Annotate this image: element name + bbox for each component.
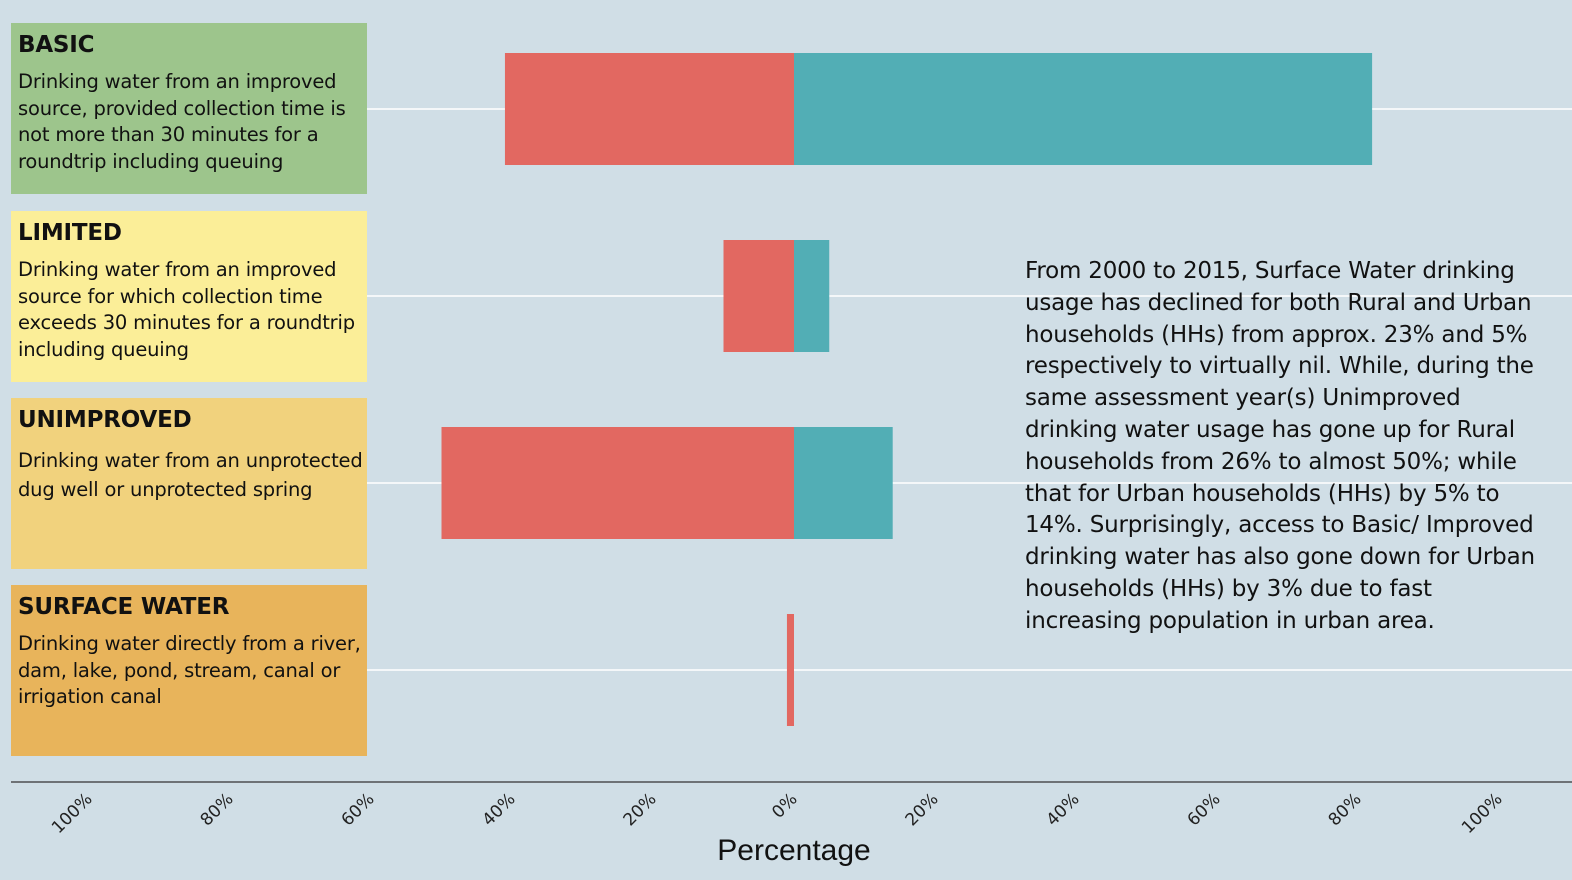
x-tick-label: 40% bbox=[479, 789, 520, 830]
bar-right-2 bbox=[794, 427, 893, 539]
x-tick-label: 0% bbox=[768, 789, 801, 822]
x-tick-label: 80% bbox=[1325, 789, 1366, 830]
category-title: BASIC bbox=[18, 32, 95, 58]
bar-left-1 bbox=[723, 240, 794, 352]
x-tick-label: 20% bbox=[902, 789, 943, 830]
category-description: Drinking water directly from a river, da… bbox=[18, 632, 361, 708]
category-title: SURFACE WATER bbox=[18, 594, 230, 620]
category-unimproved-box: UNIMPROVED Drinking water from an unprot… bbox=[11, 398, 367, 569]
bar-left-3 bbox=[786, 614, 794, 726]
bar-right-0 bbox=[794, 53, 1373, 165]
category-surface-water-box: SURFACE WATER Drinking water directly fr… bbox=[11, 585, 367, 756]
bar-right-1 bbox=[794, 240, 830, 352]
x-tick-label: 20% bbox=[620, 789, 661, 830]
x-tick-label: 60% bbox=[338, 789, 379, 830]
bars bbox=[441, 53, 1373, 726]
bar-left-0 bbox=[504, 53, 794, 165]
category-title: UNIMPROVED bbox=[18, 407, 192, 433]
category-basic-box: BASIC Drinking water from an improved so… bbox=[11, 23, 367, 194]
category-limited-box: LIMITED Drinking water from an improved … bbox=[11, 211, 367, 382]
x-tick-label: 100% bbox=[48, 789, 97, 838]
x-tick-label: 40% bbox=[1043, 789, 1084, 830]
x-tick-label: 100% bbox=[1458, 789, 1507, 838]
x-axis-label: Percentage bbox=[717, 834, 871, 867]
x-axis-ticks: 100% 80% 60% 40% 20% 0% 20% 40% 60% 80% 100% bbox=[48, 789, 1507, 838]
x-tick-label: 80% bbox=[197, 789, 238, 830]
category-title: LIMITED bbox=[18, 220, 122, 246]
annotation-text: From 2000 to 2015, Surface Water drinkin… bbox=[1025, 258, 1535, 634]
x-tick-label: 60% bbox=[1184, 789, 1225, 830]
category-description: Drinking water from an improved source f… bbox=[18, 258, 355, 361]
category-description: Drinking water from an improved source, … bbox=[18, 70, 346, 173]
bar-left-2 bbox=[441, 427, 794, 539]
category-description: Drinking water from an unprotected dug w… bbox=[18, 449, 363, 501]
